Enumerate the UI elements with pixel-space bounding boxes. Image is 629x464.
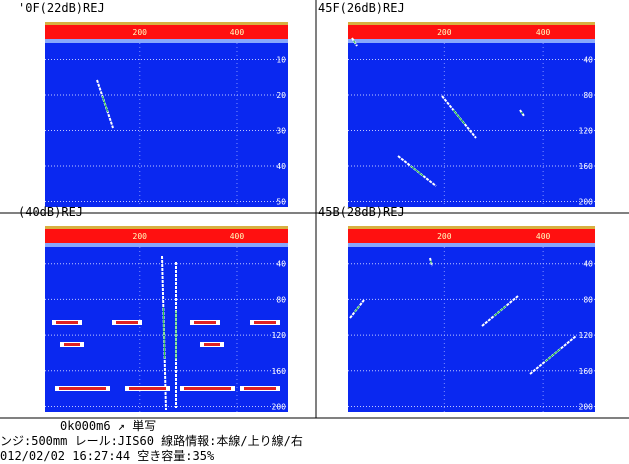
y-tick-label: 120 [272,331,287,340]
ruler-border [348,22,595,25]
ruler-border [45,226,288,229]
echo-band-core [194,321,216,324]
surface-echo [348,243,595,247]
status-line: ンジ:500mm レール:JIS60 線路情報:本線/上り線/右 [0,433,303,448]
x-tick-label: 400 [536,28,551,37]
y-tick-label: 40 [276,260,286,269]
scan-area [45,24,288,207]
ruler [45,25,288,39]
panel-title: 45F(26dB)REJ [318,1,405,15]
ruler-border [348,226,595,229]
echo-band-core [59,387,106,390]
surface-echo [45,243,288,247]
x-tick-label: 400 [230,28,245,37]
x-tick-label: 200 [437,232,452,241]
y-tick-label: 160 [579,367,594,376]
y-tick-label: 200 [579,402,594,411]
x-tick-label: 400 [536,232,551,241]
screen: '0F(22dB)REJ 200 400 10 20 30 40 50 45F(26dB)REJ… [0,0,629,464]
y-tick-label: 20 [276,91,286,100]
y-tick-label: 50 [276,198,286,207]
status-line: 012/02/02 16:27:44 空き容量:35% [0,448,215,463]
panel-title: (40dB)REJ [18,205,83,219]
ruler-border [45,22,288,25]
y-tick-label: 80 [583,91,593,100]
x-tick-label: 200 [437,28,452,37]
echo-band-core [64,343,80,346]
status-line: 0k000m6 ↗ 単写 [60,419,156,433]
echo-band-core [204,343,220,346]
echo-band-core [244,387,276,390]
x-tick-label: 400 [230,232,245,241]
y-tick-label: 40 [583,260,593,269]
y-tick-label: 160 [579,162,594,171]
y-tick-label: 160 [272,367,287,376]
ruler [348,229,595,243]
y-tick-label: 30 [276,127,286,136]
ruler [348,25,595,39]
y-tick-label: 40 [276,162,286,171]
y-tick-label: 80 [583,295,593,304]
echo-core [431,261,432,264]
echo-band-core [254,321,276,324]
echo-band-core [129,387,166,390]
surface-echo [348,39,595,43]
y-tick-label: 80 [276,295,286,304]
echo-band-core [116,321,138,324]
y-tick-label: 200 [272,402,287,411]
surface-echo [45,39,288,43]
scan-area [348,228,595,412]
x-tick-label: 200 [133,28,148,37]
echo-band-core [56,321,78,324]
y-tick-label: 120 [579,331,594,340]
echo-band-core [184,387,231,390]
y-tick-label: 10 [276,56,286,65]
ruler [45,229,288,243]
page: '0F(22dB)REJ 200 400 10 20 30 40 50 45F(26dB)REJ… [0,0,629,464]
scan-area [348,24,595,207]
y-tick-label: 40 [583,56,593,65]
y-tick-label: 120 [579,127,594,136]
x-tick-label: 200 [133,232,148,241]
panel-title: 45B(28dB)REJ [318,205,405,219]
y-tick-label: 200 [579,198,594,207]
panel-title: '0F(22dB)REJ [18,1,105,15]
